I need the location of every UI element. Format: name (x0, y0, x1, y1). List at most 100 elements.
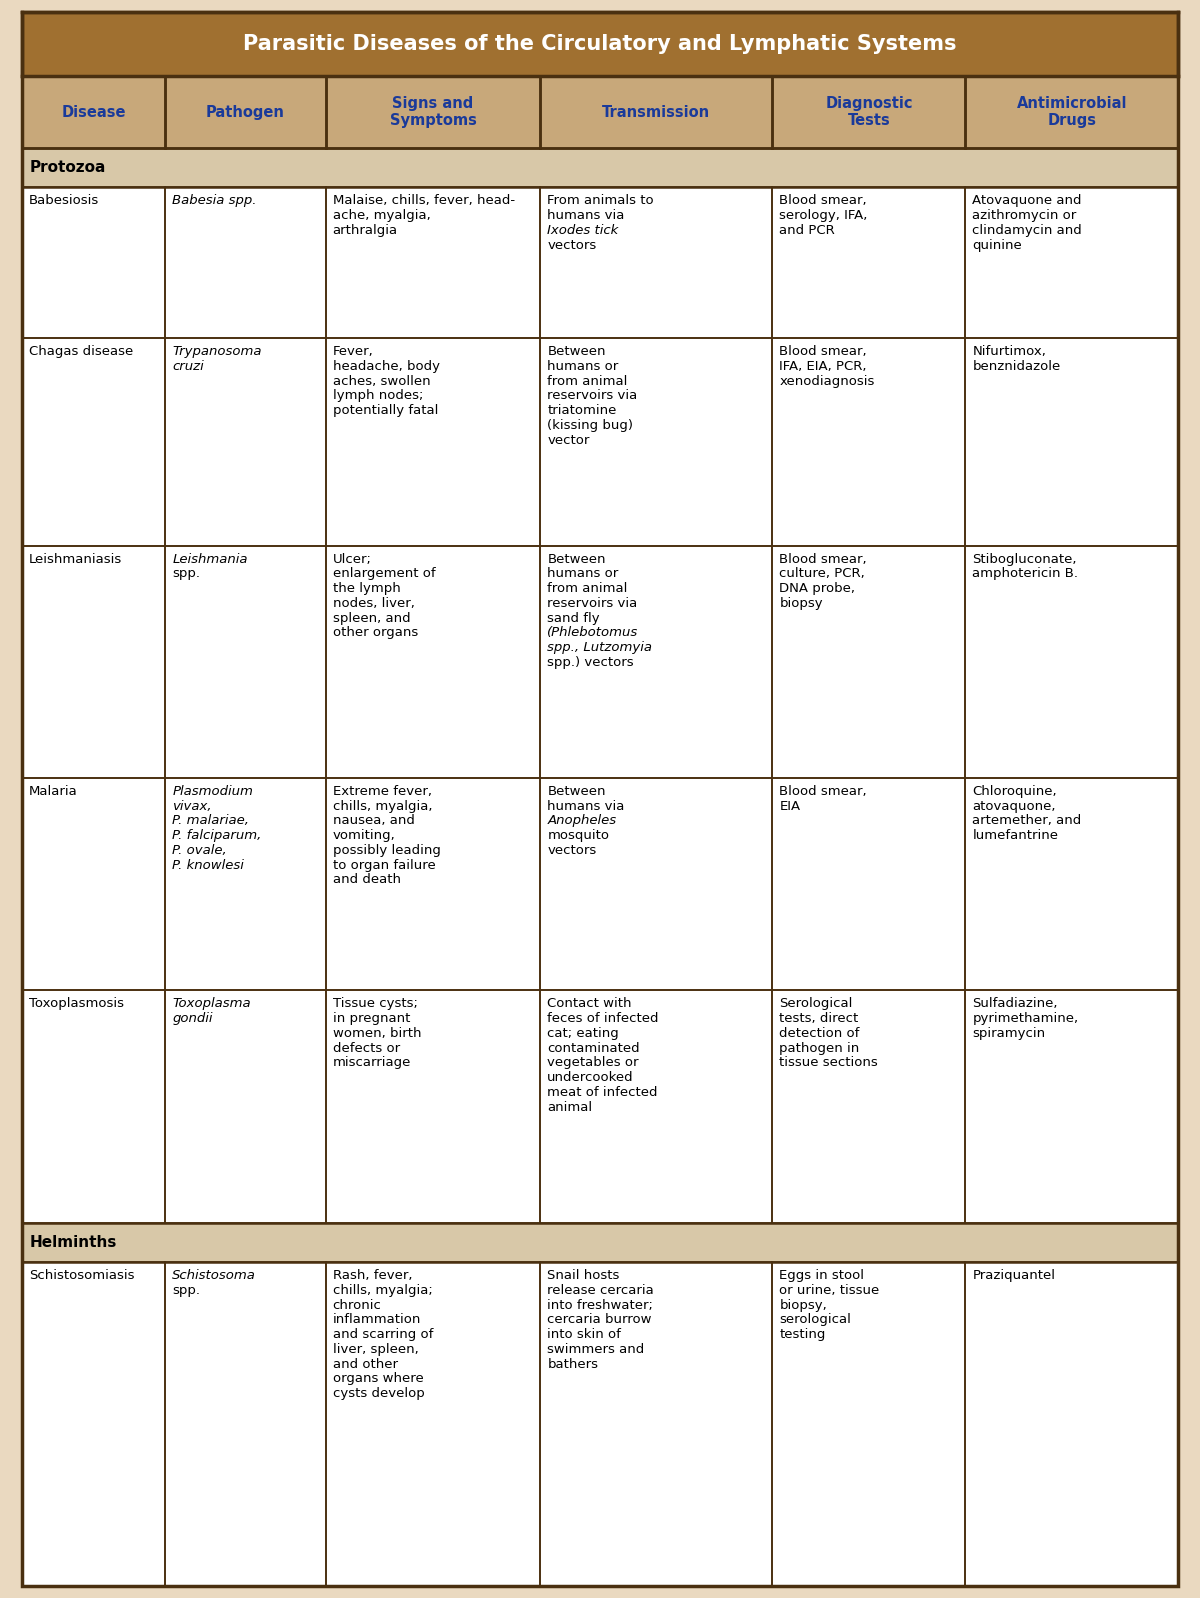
Text: Blood smear,: Blood smear, (780, 553, 868, 566)
Bar (166, 547, 325, 778)
Text: spp.: spp. (172, 567, 200, 580)
Text: Malaria: Malaria (29, 785, 78, 797)
Text: Trypanosoma: Trypanosoma (172, 345, 262, 358)
Text: mosquito: mosquito (547, 829, 610, 842)
Bar (22, 778, 166, 991)
Text: chills, myalgia,: chills, myalgia, (332, 799, 432, 813)
Bar (966, 991, 1178, 1222)
Text: sand fly: sand fly (547, 612, 600, 625)
Text: Fever,: Fever, (332, 345, 373, 358)
Text: defects or: defects or (332, 1042, 400, 1055)
Bar (966, 778, 1178, 991)
Bar (540, 778, 773, 991)
Bar (773, 187, 966, 339)
Text: spiramycin: spiramycin (972, 1028, 1045, 1040)
Bar (540, 187, 773, 339)
Bar (22, 1222, 1178, 1262)
Text: spp., Lutzomyia: spp., Lutzomyia (547, 641, 653, 654)
Text: vectors: vectors (547, 238, 596, 251)
Text: lymph nodes;: lymph nodes; (332, 390, 424, 403)
Bar (325, 339, 540, 547)
Text: From animals to: From animals to (547, 195, 654, 208)
Text: tissue sections: tissue sections (780, 1056, 878, 1069)
Bar (540, 339, 773, 547)
Text: inflammation: inflammation (332, 1314, 421, 1326)
Text: bathers: bathers (547, 1358, 599, 1371)
Text: Tissue cysts;: Tissue cysts; (332, 997, 418, 1010)
Text: other organs: other organs (332, 626, 418, 639)
Text: humans or: humans or (547, 360, 619, 372)
Text: Pathogen: Pathogen (206, 104, 284, 120)
Text: headache, body: headache, body (332, 360, 439, 372)
Text: serological: serological (780, 1314, 851, 1326)
Text: Extreme fever,: Extreme fever, (332, 785, 432, 797)
Text: from animal: from animal (547, 374, 628, 388)
Text: chronic: chronic (332, 1299, 382, 1312)
Text: ache, myalgia,: ache, myalgia, (332, 209, 431, 222)
Text: and death: and death (332, 874, 401, 887)
Bar (966, 547, 1178, 778)
Bar (773, 77, 966, 149)
Text: the lymph: the lymph (332, 582, 401, 594)
Text: animal: animal (547, 1101, 593, 1114)
Text: Chloroquine,: Chloroquine, (972, 785, 1057, 797)
Text: pyrimethamine,: pyrimethamine, (972, 1012, 1079, 1026)
Text: tests, direct: tests, direct (780, 1012, 859, 1026)
Bar (773, 778, 966, 991)
Text: Leishmania: Leishmania (172, 553, 247, 566)
Bar (325, 778, 540, 991)
Bar (773, 1262, 966, 1585)
Text: spp.: spp. (172, 1285, 200, 1298)
Text: EIA: EIA (780, 799, 800, 813)
Text: humans or: humans or (547, 567, 619, 580)
Bar (540, 991, 773, 1222)
Text: meat of infected: meat of infected (547, 1087, 658, 1099)
Bar (166, 77, 325, 149)
Text: Ulcer;: Ulcer; (332, 553, 372, 566)
Bar (22, 991, 166, 1222)
Text: Diagnostic
Tests: Diagnostic Tests (826, 96, 913, 128)
Text: Chagas disease: Chagas disease (29, 345, 133, 358)
Text: Plasmodium: Plasmodium (172, 785, 253, 797)
Bar (540, 77, 773, 149)
Bar (540, 1262, 773, 1585)
Bar (22, 1262, 166, 1585)
Text: nodes, liver,: nodes, liver, (332, 598, 414, 610)
Text: azithromycin or: azithromycin or (972, 209, 1076, 222)
Text: Schistosomiasis: Schistosomiasis (29, 1269, 134, 1282)
Text: IFA, EIA, PCR,: IFA, EIA, PCR, (780, 360, 866, 372)
Text: or urine, tissue: or urine, tissue (780, 1285, 880, 1298)
Text: Blood smear,: Blood smear, (780, 785, 868, 797)
Text: aches, swollen: aches, swollen (332, 374, 431, 388)
Bar (966, 187, 1178, 339)
Bar (22, 149, 1178, 187)
Text: vector: vector (547, 433, 589, 446)
Text: nausea, and: nausea, and (332, 815, 414, 828)
Bar (22, 547, 166, 778)
Text: artemether, and: artemether, and (972, 815, 1081, 828)
Text: humans via: humans via (547, 799, 625, 813)
Bar (22, 187, 166, 339)
Text: Babesiosis: Babesiosis (29, 195, 100, 208)
Bar (22, 77, 166, 149)
Text: P. malariae,: P. malariae, (172, 815, 250, 828)
Text: cruzi: cruzi (172, 360, 204, 372)
Text: reservoirs via: reservoirs via (547, 390, 637, 403)
Text: contaminated: contaminated (547, 1042, 640, 1055)
Text: pathogen in: pathogen in (780, 1042, 859, 1055)
Text: benznidazole: benznidazole (972, 360, 1061, 372)
Text: vegetables or: vegetables or (547, 1056, 638, 1069)
Text: Blood smear,: Blood smear, (780, 195, 868, 208)
Text: possibly leading: possibly leading (332, 844, 440, 857)
Text: culture, PCR,: culture, PCR, (780, 567, 865, 580)
Bar (325, 1262, 540, 1585)
Text: vivax,: vivax, (172, 799, 211, 813)
Bar (22, 339, 166, 547)
Text: Antimicrobial
Drugs: Antimicrobial Drugs (1016, 96, 1127, 128)
Text: liver, spleen,: liver, spleen, (332, 1342, 419, 1357)
Text: detection of: detection of (780, 1028, 859, 1040)
Text: quinine: quinine (972, 238, 1022, 251)
Text: Sulfadiazine,: Sulfadiazine, (972, 997, 1058, 1010)
Text: in pregnant: in pregnant (332, 1012, 410, 1026)
Text: potentially fatal: potentially fatal (332, 404, 438, 417)
